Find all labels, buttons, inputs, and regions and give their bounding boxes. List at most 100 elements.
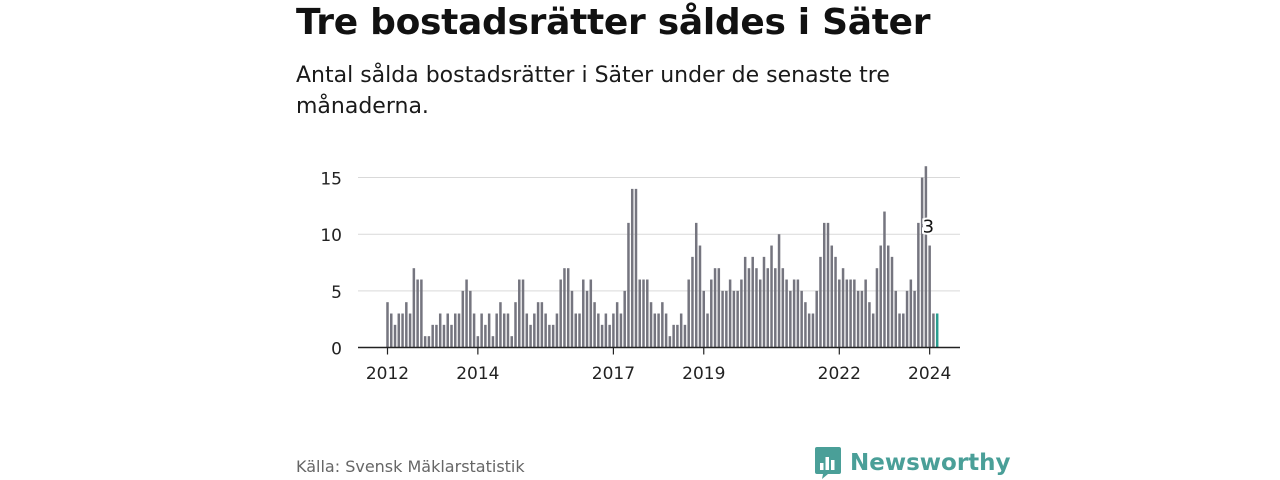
source-note: Källa: Svensk Mäklarstatistik bbox=[296, 457, 525, 476]
bar bbox=[491, 336, 495, 348]
bar bbox=[529, 324, 532, 348]
bar bbox=[627, 222, 630, 348]
bar bbox=[702, 290, 706, 348]
bar bbox=[789, 290, 792, 348]
bar bbox=[502, 313, 506, 348]
bar bbox=[578, 313, 581, 348]
newsworthy-logo-icon bbox=[815, 447, 841, 479]
bar bbox=[815, 290, 818, 348]
bar bbox=[804, 302, 807, 348]
bar bbox=[774, 268, 777, 348]
bar bbox=[661, 302, 664, 348]
bar bbox=[555, 313, 559, 348]
bar bbox=[514, 302, 517, 348]
bar bbox=[412, 268, 416, 348]
bar bbox=[619, 313, 623, 348]
bar bbox=[416, 279, 419, 348]
bar bbox=[826, 222, 830, 348]
bar bbox=[506, 313, 510, 348]
bar bbox=[469, 290, 472, 348]
bar bbox=[646, 279, 649, 348]
bar bbox=[819, 256, 822, 348]
bar bbox=[898, 313, 901, 348]
y-tick-label: 10 bbox=[320, 226, 342, 246]
bar bbox=[589, 279, 593, 348]
bar bbox=[600, 324, 604, 348]
bar bbox=[736, 290, 739, 348]
bar bbox=[461, 290, 465, 348]
bar bbox=[698, 245, 702, 348]
bar bbox=[879, 245, 882, 348]
chart-title: Tre bostadsrätter såldes i Säter bbox=[296, 2, 931, 43]
bar bbox=[792, 279, 796, 348]
bar bbox=[397, 313, 401, 348]
bar bbox=[845, 279, 849, 348]
bar bbox=[777, 234, 781, 348]
bar bbox=[457, 313, 461, 348]
bar bbox=[653, 313, 657, 348]
bar bbox=[454, 313, 457, 348]
bar bbox=[935, 313, 939, 348]
bar bbox=[894, 290, 898, 348]
bar bbox=[597, 313, 600, 348]
bar bbox=[838, 279, 841, 348]
bar bbox=[822, 222, 826, 348]
bar bbox=[853, 279, 856, 348]
bar bbox=[604, 313, 608, 348]
x-tick-label: 2017 bbox=[592, 364, 635, 384]
bar bbox=[864, 279, 867, 348]
bar bbox=[924, 166, 928, 348]
bar bbox=[540, 302, 544, 348]
bar bbox=[518, 279, 521, 348]
newsworthy-logo-text: Newsworthy bbox=[850, 450, 1011, 476]
bar bbox=[909, 279, 913, 348]
bar bbox=[484, 324, 487, 348]
bar bbox=[423, 336, 427, 348]
bar bbox=[932, 313, 935, 348]
bar bbox=[544, 313, 547, 348]
latest-value-label: 3 bbox=[923, 217, 934, 238]
bar bbox=[630, 188, 634, 348]
bar bbox=[487, 313, 491, 348]
bar bbox=[510, 336, 513, 348]
bar bbox=[717, 268, 721, 348]
bar bbox=[811, 313, 815, 348]
bar bbox=[615, 302, 619, 348]
bar bbox=[751, 256, 754, 348]
x-tick-label: 2014 bbox=[456, 364, 499, 384]
bar bbox=[499, 302, 502, 348]
bar bbox=[781, 268, 785, 348]
bar bbox=[687, 279, 690, 348]
bar bbox=[435, 324, 438, 348]
bar bbox=[551, 324, 555, 348]
y-tick-label: 0 bbox=[331, 340, 342, 360]
bar bbox=[747, 268, 751, 348]
bar bbox=[807, 313, 811, 348]
bar bbox=[732, 290, 736, 348]
bar bbox=[642, 279, 645, 348]
bar bbox=[465, 279, 468, 348]
x-tick-label: 2022 bbox=[818, 364, 861, 384]
bar bbox=[886, 245, 890, 348]
bar bbox=[525, 313, 529, 348]
bar bbox=[668, 336, 672, 348]
annotation-halo bbox=[922, 220, 933, 231]
bar bbox=[638, 279, 642, 348]
bar bbox=[570, 290, 574, 348]
bar bbox=[574, 313, 577, 348]
bar bbox=[679, 313, 683, 348]
bar bbox=[559, 279, 562, 348]
bar bbox=[393, 324, 397, 348]
bar bbox=[480, 313, 483, 348]
x-tick-label: 2012 bbox=[366, 364, 409, 384]
bar bbox=[657, 313, 660, 348]
bar bbox=[883, 211, 886, 348]
bar bbox=[841, 268, 845, 348]
newsworthy-logo: Newsworthy bbox=[814, 446, 1011, 480]
bar bbox=[401, 313, 404, 348]
bar bbox=[766, 268, 770, 348]
bar bbox=[472, 313, 476, 348]
bar bbox=[890, 256, 894, 348]
bar bbox=[548, 324, 551, 348]
